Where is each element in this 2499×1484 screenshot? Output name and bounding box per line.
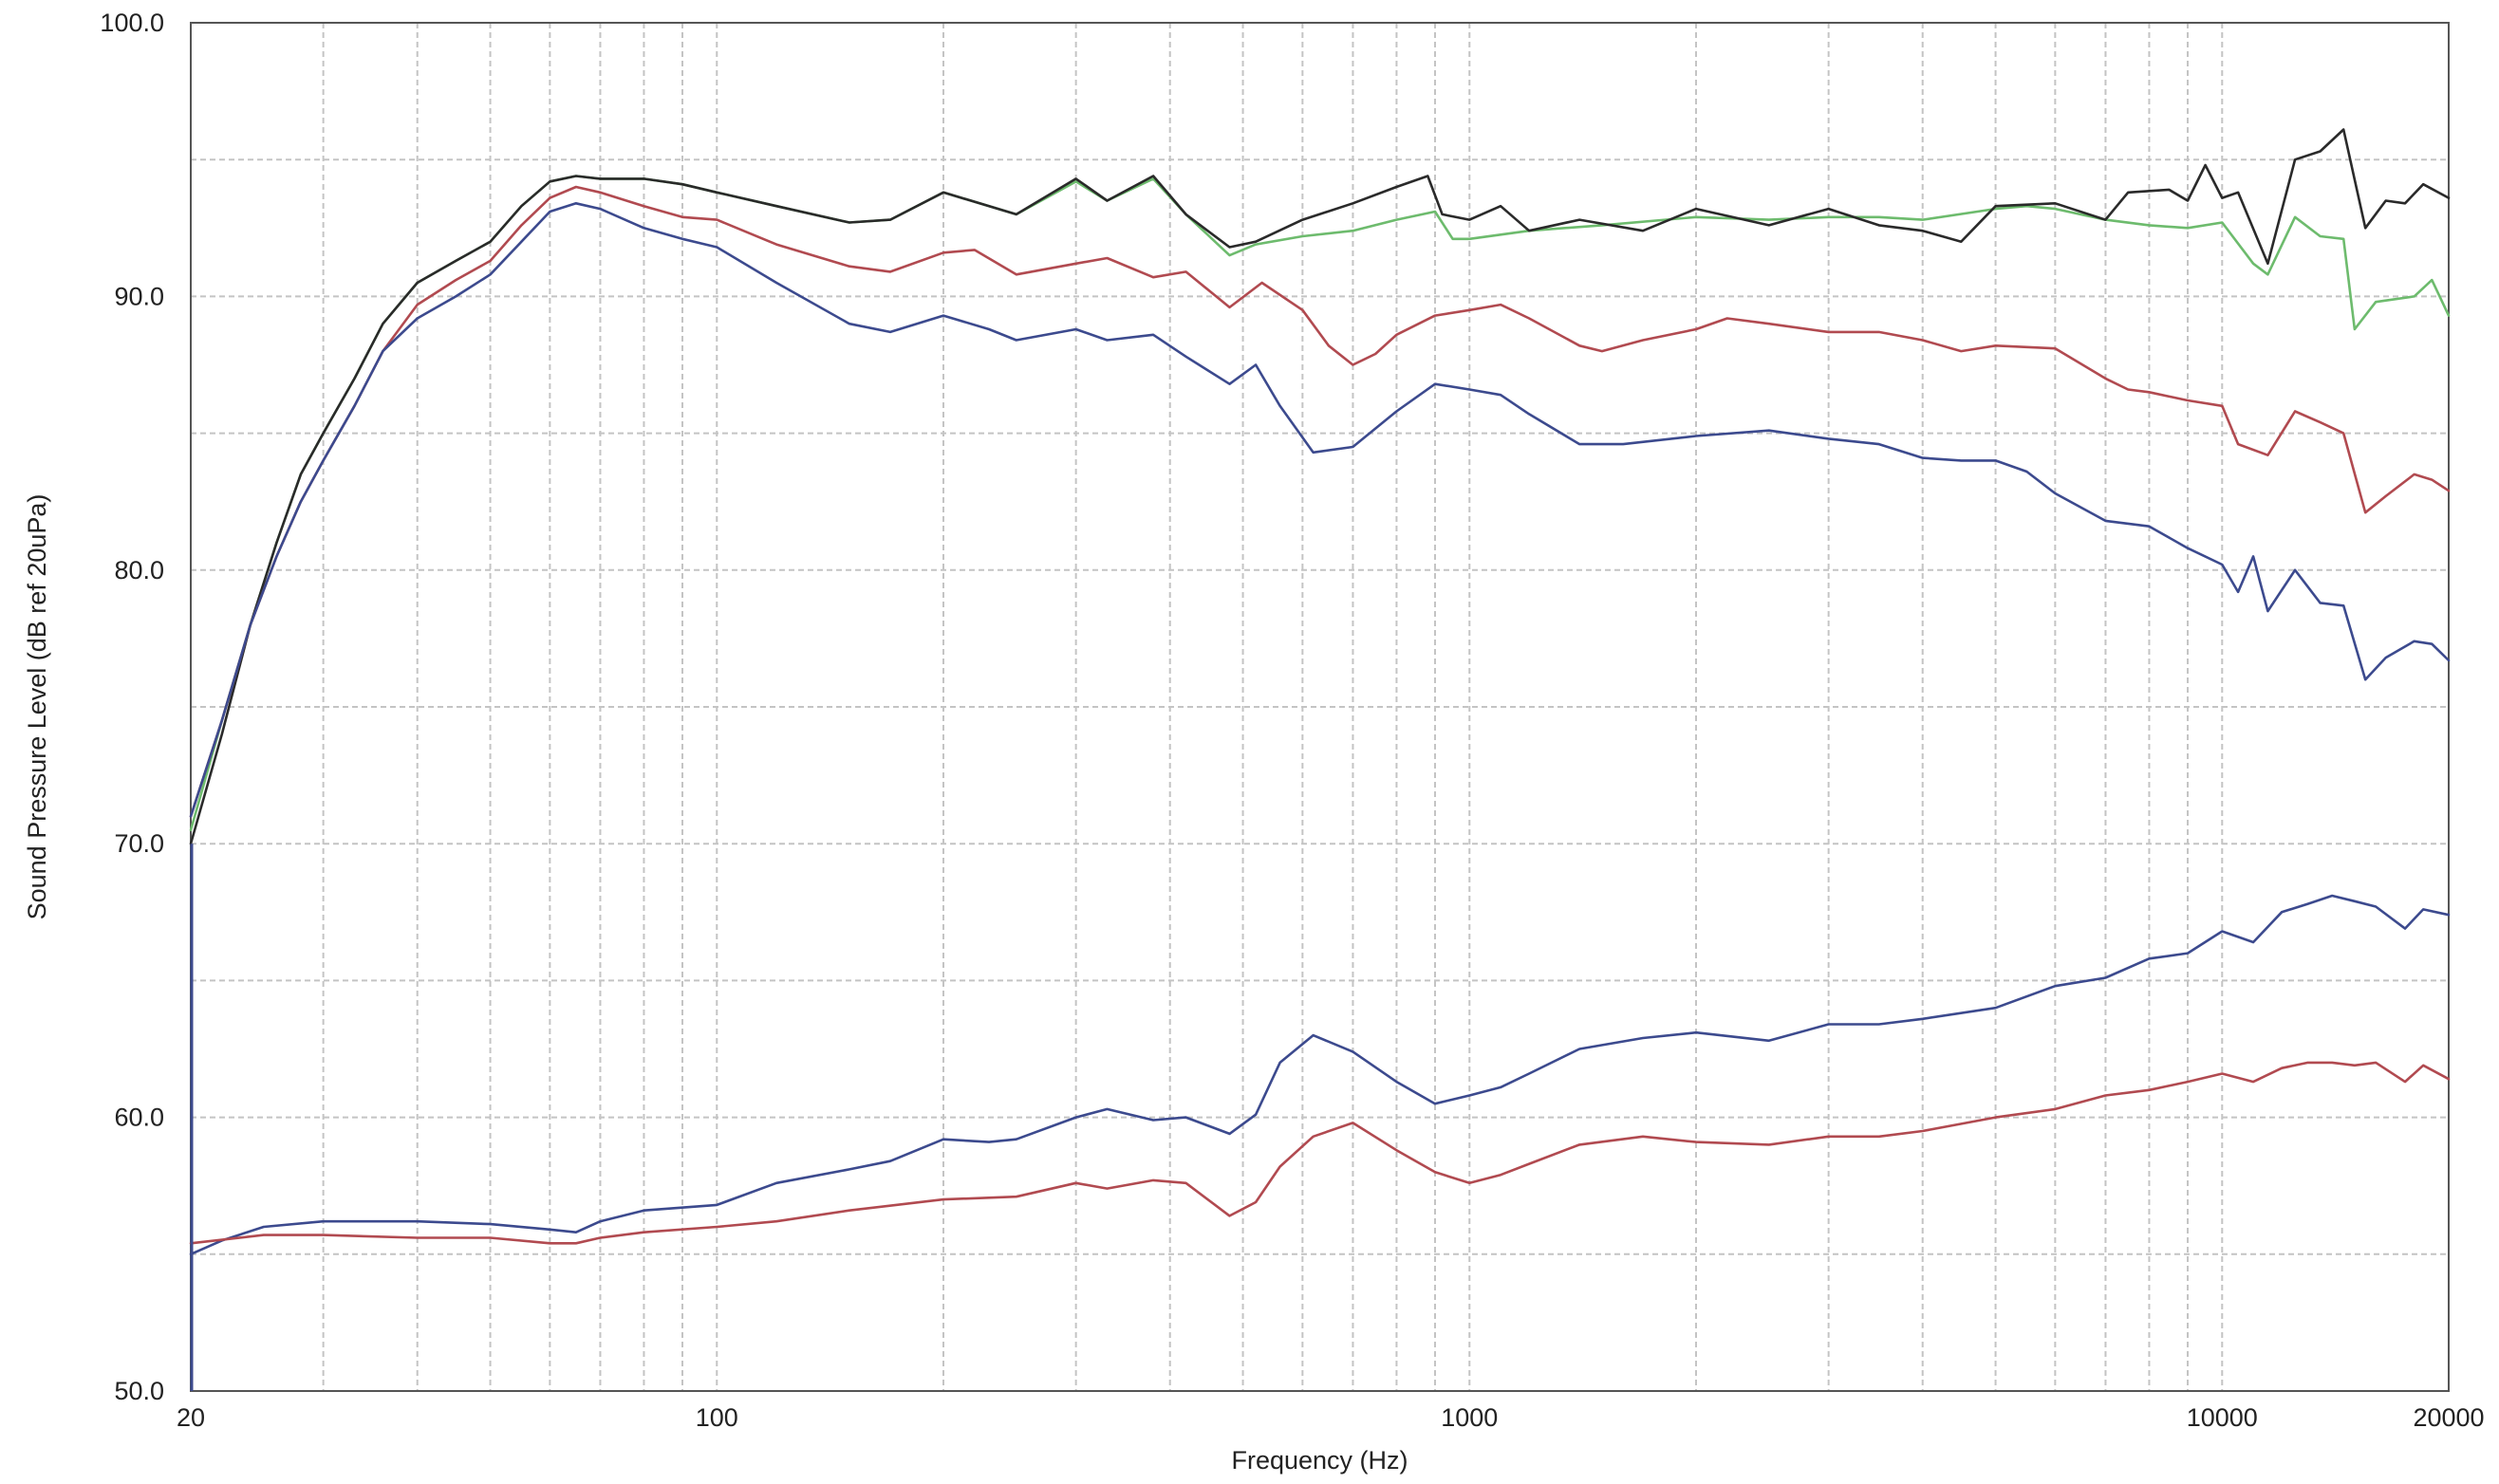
x-tick-label: 20000 xyxy=(2413,1403,2484,1432)
series-layer xyxy=(189,128,2451,1391)
y-tick-label: 100.0 xyxy=(100,9,164,37)
grid-lines xyxy=(191,23,2449,1391)
x-tick-label: 20 xyxy=(177,1403,205,1432)
y-tick-label: 70.0 xyxy=(114,829,164,858)
tick-labels: 20 100 1000 10000 20000 50.0 60.0 70.0 80.0 90.0 1… xyxy=(100,9,2484,1432)
series-line-6 xyxy=(189,1061,2451,1245)
x-axis-title: Frequency (Hz) xyxy=(1231,1446,1408,1475)
y-tick-label: 50.0 xyxy=(114,1377,164,1405)
y-tick-label: 90.0 xyxy=(114,282,164,310)
x-tick-label: 1000 xyxy=(1441,1403,1498,1432)
series-line-5 xyxy=(189,894,2451,1256)
series-line-4 xyxy=(189,202,2451,818)
y-tick-label: 80.0 xyxy=(114,556,164,584)
x-tick-label: 100 xyxy=(696,1403,738,1432)
series-line-2 xyxy=(189,128,2451,845)
x-tick-label: 10000 xyxy=(2187,1403,2258,1432)
y-tick-label: 60.0 xyxy=(114,1104,164,1132)
y-axis-title: Sound Pressure Level (dB ref 20uPa) xyxy=(23,494,51,920)
series-line-3 xyxy=(189,185,2451,818)
plot-area-frame xyxy=(190,22,2450,1392)
